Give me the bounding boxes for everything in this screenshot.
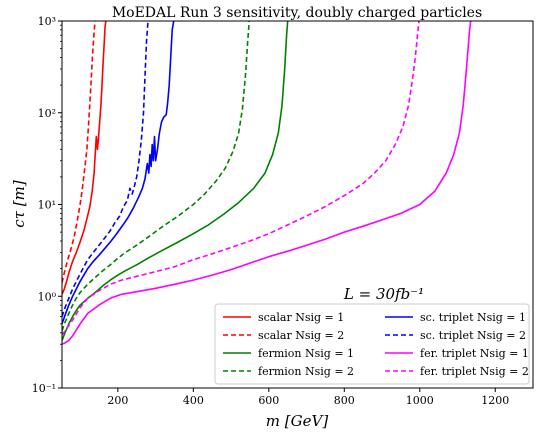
x-tick-label: 1000 [406,394,434,407]
y-tick-label: 10⁰ [38,290,57,303]
y-tick-label: 10¹ [38,199,56,212]
x-tick-label: 800 [334,394,355,407]
series-line-8 [62,21,420,336]
x-axis-label: m [GeV] [266,412,329,430]
legend-box [214,303,530,385]
y-tick-label: 10² [38,107,56,120]
y-axis-label: cτ [m] [10,180,28,228]
x-tick-label: 200 [107,394,128,407]
chart-title: MoEDAL Run 3 sensitivity, doubly charged… [112,5,482,21]
series-line-7 [62,21,472,345]
series-line-6 [62,21,149,317]
tick-layer: 200 400 600 800 1000 1200 10⁻¹ 10⁰ 10¹ 10² 10³ [32,15,509,407]
legend-entry-label: fermion Nsig = 2 [258,365,354,378]
y-tick-label: 10⁻¹ [32,382,56,395]
series-line-4 [62,21,250,332]
x-tick-label: 1200 [481,394,509,407]
legend: scalar Nsig = 1 sc. triplet Nsig = 1 scala… [214,303,530,385]
series-layer [62,21,472,345]
series-line-2 [62,21,96,283]
legend-entry-label: fermion Nsig = 1 [258,347,354,360]
luminosity-annotation: L = 30fb⁻¹ [343,285,424,303]
series-line-1 [62,21,107,295]
legend-entry-label: scalar Nsig = 2 [258,329,344,342]
legend-entry-label: sc. triplet Nsig = 1 [420,311,526,324]
legend-entry-label: fer. triplet Nsig = 2 [420,365,529,378]
legend-entry-label: scalar Nsig = 1 [258,311,344,324]
legend-entry-label: fer. triplet Nsig = 1 [420,347,529,360]
series-line-3 [62,21,289,341]
legend-entry-label: sc. triplet Nsig = 2 [420,329,526,342]
x-tick-label: 600 [258,394,279,407]
series-line-5 [62,21,175,325]
x-tick-label: 400 [183,394,204,407]
y-tick-label: 10³ [38,15,56,28]
